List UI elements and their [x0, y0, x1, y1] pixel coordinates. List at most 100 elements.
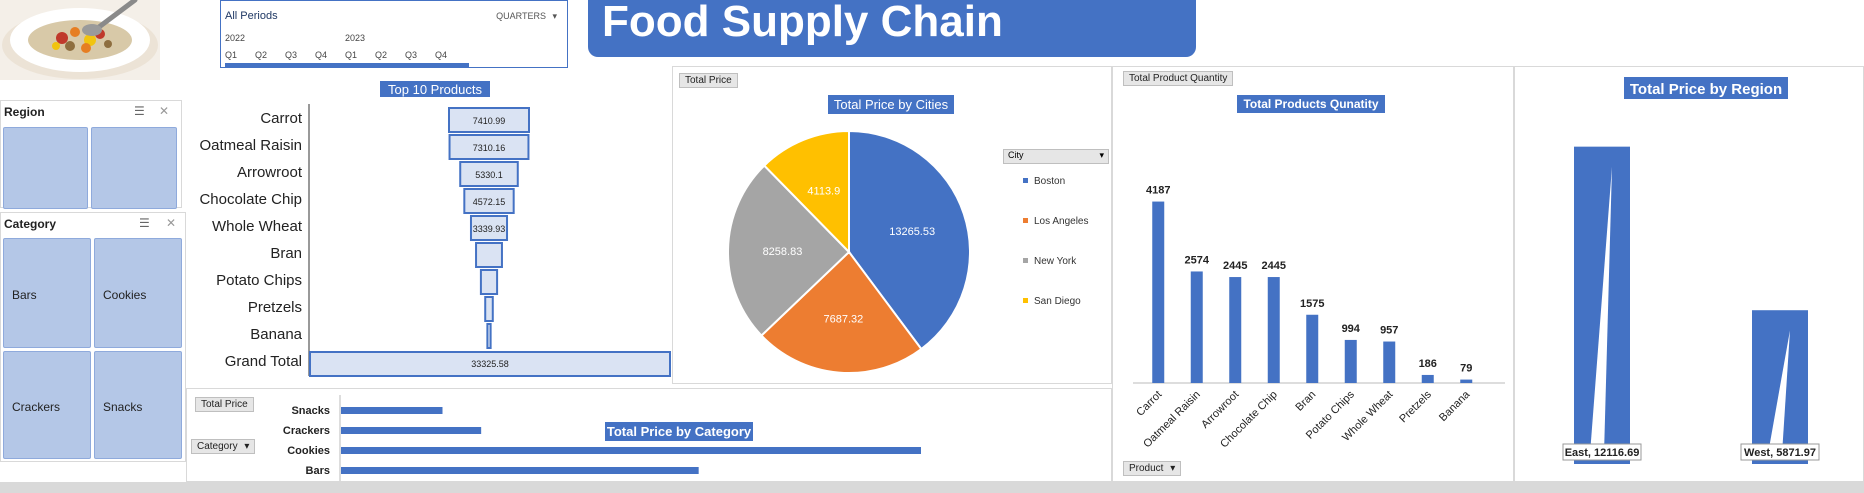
category-label: Carrot [260, 110, 303, 127]
timeline-level-dropdown[interactable]: QUARTERS ▾ [496, 11, 557, 22]
category-tile-bars[interactable]: Bars [3, 238, 91, 348]
total-price-field-button-2[interactable]: Total Price [195, 397, 254, 412]
timeline-quarter[interactable]: Q2 [375, 50, 388, 60]
category-bar [341, 427, 482, 434]
data-label-bg [1562, 443, 1642, 461]
funnel-bar [484, 296, 494, 322]
region-tile[interactable] [91, 127, 177, 209]
dashboard-title-banner: Food Supply Chain [588, 0, 1196, 57]
region-bar-chart: Total Price by Region East, 12116.69 West,… [1562, 77, 1820, 464]
timeline-slicer[interactable]: All Periods QUARTERS ▾ 2022 2023 Q1 Q2 Q… [220, 0, 568, 68]
chevron-down-icon: ▾ [1099, 150, 1104, 160]
region-slicer-title: Region [4, 105, 45, 119]
clear-filter-icon[interactable]: ✕ [159, 104, 170, 118]
legend-label: New York [1034, 256, 1077, 267]
category-slicer-header: Category [1, 213, 185, 233]
category-label: Potato Chips [216, 272, 302, 289]
slice-label: 8258.83 [763, 246, 803, 258]
timeline-quarter[interactable]: Q3 [285, 50, 298, 60]
quantity-bar [1152, 201, 1165, 383]
quantity-bar [1267, 277, 1280, 383]
category-slicer[interactable]: Category ☰ ✕ Bars Cookies Crackers Snack… [0, 212, 186, 462]
data-label: 3339.93 [473, 224, 506, 234]
top-products-funnel-chart: Top 10 Products Carrot 7410.99 Oatmeal Rais… [199, 81, 671, 377]
category-tick-label: Pretzels [1397, 388, 1434, 425]
category-label: Snacks [291, 405, 330, 417]
timeline-quarter[interactable]: Q4 [435, 50, 448, 60]
data-label: 186 [1419, 358, 1437, 370]
multi-select-icon[interactable]: ☰ [139, 216, 150, 230]
category-label: Cookies [287, 445, 330, 457]
sheet-bottom-strip [0, 482, 1864, 493]
food-bowl-image [0, 0, 160, 80]
funnel-bar [479, 269, 499, 295]
data-label: 2445 [1262, 260, 1286, 272]
category-label: Whole Wheat [212, 218, 303, 235]
legend-swatch [1023, 258, 1028, 263]
category-label: Banana [250, 326, 302, 343]
category-tile-snacks[interactable]: Snacks [94, 351, 182, 459]
chart-title: Total Price by Cities [834, 97, 949, 112]
category-axis-label: Category [197, 441, 238, 452]
category-slicer-title: Category [4, 217, 57, 231]
product-axis-label: Product [1129, 463, 1164, 474]
category-tick-label: Banana [1437, 388, 1473, 424]
data-label: 5330.1 [475, 170, 503, 180]
quantity-bar [1344, 339, 1357, 383]
product-quantity-bar-chart: Total Products Qunatity4187Carrot2574Oat… [1133, 95, 1505, 450]
slice-label: 7687.32 [824, 313, 864, 325]
data-label: 957 [1380, 325, 1398, 337]
category-bar [341, 447, 921, 454]
total-product-quantity-field-button[interactable]: Total Product Quantity [1123, 71, 1234, 86]
timeline-label: All Periods [225, 10, 278, 22]
category-tile-cookies[interactable]: Cookies [94, 238, 182, 348]
data-label: 4187 [1146, 185, 1170, 197]
city-pie-chart: Total Price by Cities 13265.53 7687.32 8258… [727, 95, 1089, 374]
legend-label: Boston [1034, 176, 1065, 187]
legend-swatch [1023, 218, 1028, 223]
data-label-bg [1740, 443, 1820, 461]
category-tile-crackers[interactable]: Crackers [3, 351, 91, 459]
timeline-quarter[interactable]: Q1 [345, 50, 358, 60]
timeline-quarter[interactable]: Q3 [405, 50, 418, 60]
category-label: Chocolate Chip [199, 191, 302, 208]
chart-title: Total Products Qunatity [1243, 97, 1378, 111]
funnel-bar [486, 323, 492, 349]
region-chart-panel: Total Price by Region East, 12116.69 West,… [1514, 66, 1864, 482]
pie-slice [760, 250, 923, 374]
chevron-down-icon: ▾ [552, 11, 557, 21]
city-pie-panel: Total Price Total Price by Cities 13265.5… [672, 66, 1112, 384]
total-price-field-button[interactable]: Total Price [679, 73, 738, 88]
city-legend-dropdown[interactable]: City ▾ [1003, 149, 1109, 164]
data-label: 4572.15 [473, 197, 506, 207]
chart-title-bg [1237, 95, 1385, 113]
timeline-quarter[interactable]: Q2 [255, 50, 268, 60]
funnel-bar [463, 188, 515, 214]
data-label: 994 [1342, 323, 1361, 335]
region-slicer[interactable]: Region ☰ ✕ [0, 100, 182, 209]
product-axis-dropdown[interactable]: Product ▾ [1123, 461, 1182, 476]
timeline-quarter[interactable]: Q1 [225, 50, 238, 60]
category-bar-chart: Total Price by Category Snacks Crackers Coo… [283, 395, 921, 481]
funnel-bar [469, 215, 509, 241]
chart-title-bg [828, 95, 954, 114]
quantity-bar [1421, 374, 1434, 383]
category-tile-label: Snacks [103, 399, 143, 414]
timeline-selection-bar[interactable] [225, 63, 469, 68]
quantity-bar [1229, 277, 1242, 383]
category-tile-label: Bars [12, 287, 37, 302]
multi-select-icon[interactable]: ☰ [134, 104, 145, 118]
data-label: 7310.16 [473, 143, 506, 153]
bar-highlight [1768, 330, 1790, 454]
pie-slice [727, 164, 851, 337]
chevron-down-icon: ▾ [244, 441, 250, 452]
clear-filter-icon[interactable]: ✕ [166, 216, 177, 230]
region-tile[interactable] [3, 127, 88, 209]
timeline-quarter[interactable]: Q4 [315, 50, 328, 60]
funnel-bar [475, 242, 503, 268]
category-tick-label: Bran [1293, 389, 1318, 414]
data-label: 79 [1460, 363, 1472, 375]
category-chart-panel: Total Price Category ▾ Total Price by Ca… [186, 388, 1112, 482]
category-label: Crackers [283, 425, 330, 437]
category-axis-dropdown[interactable]: Category ▾ [191, 439, 256, 454]
